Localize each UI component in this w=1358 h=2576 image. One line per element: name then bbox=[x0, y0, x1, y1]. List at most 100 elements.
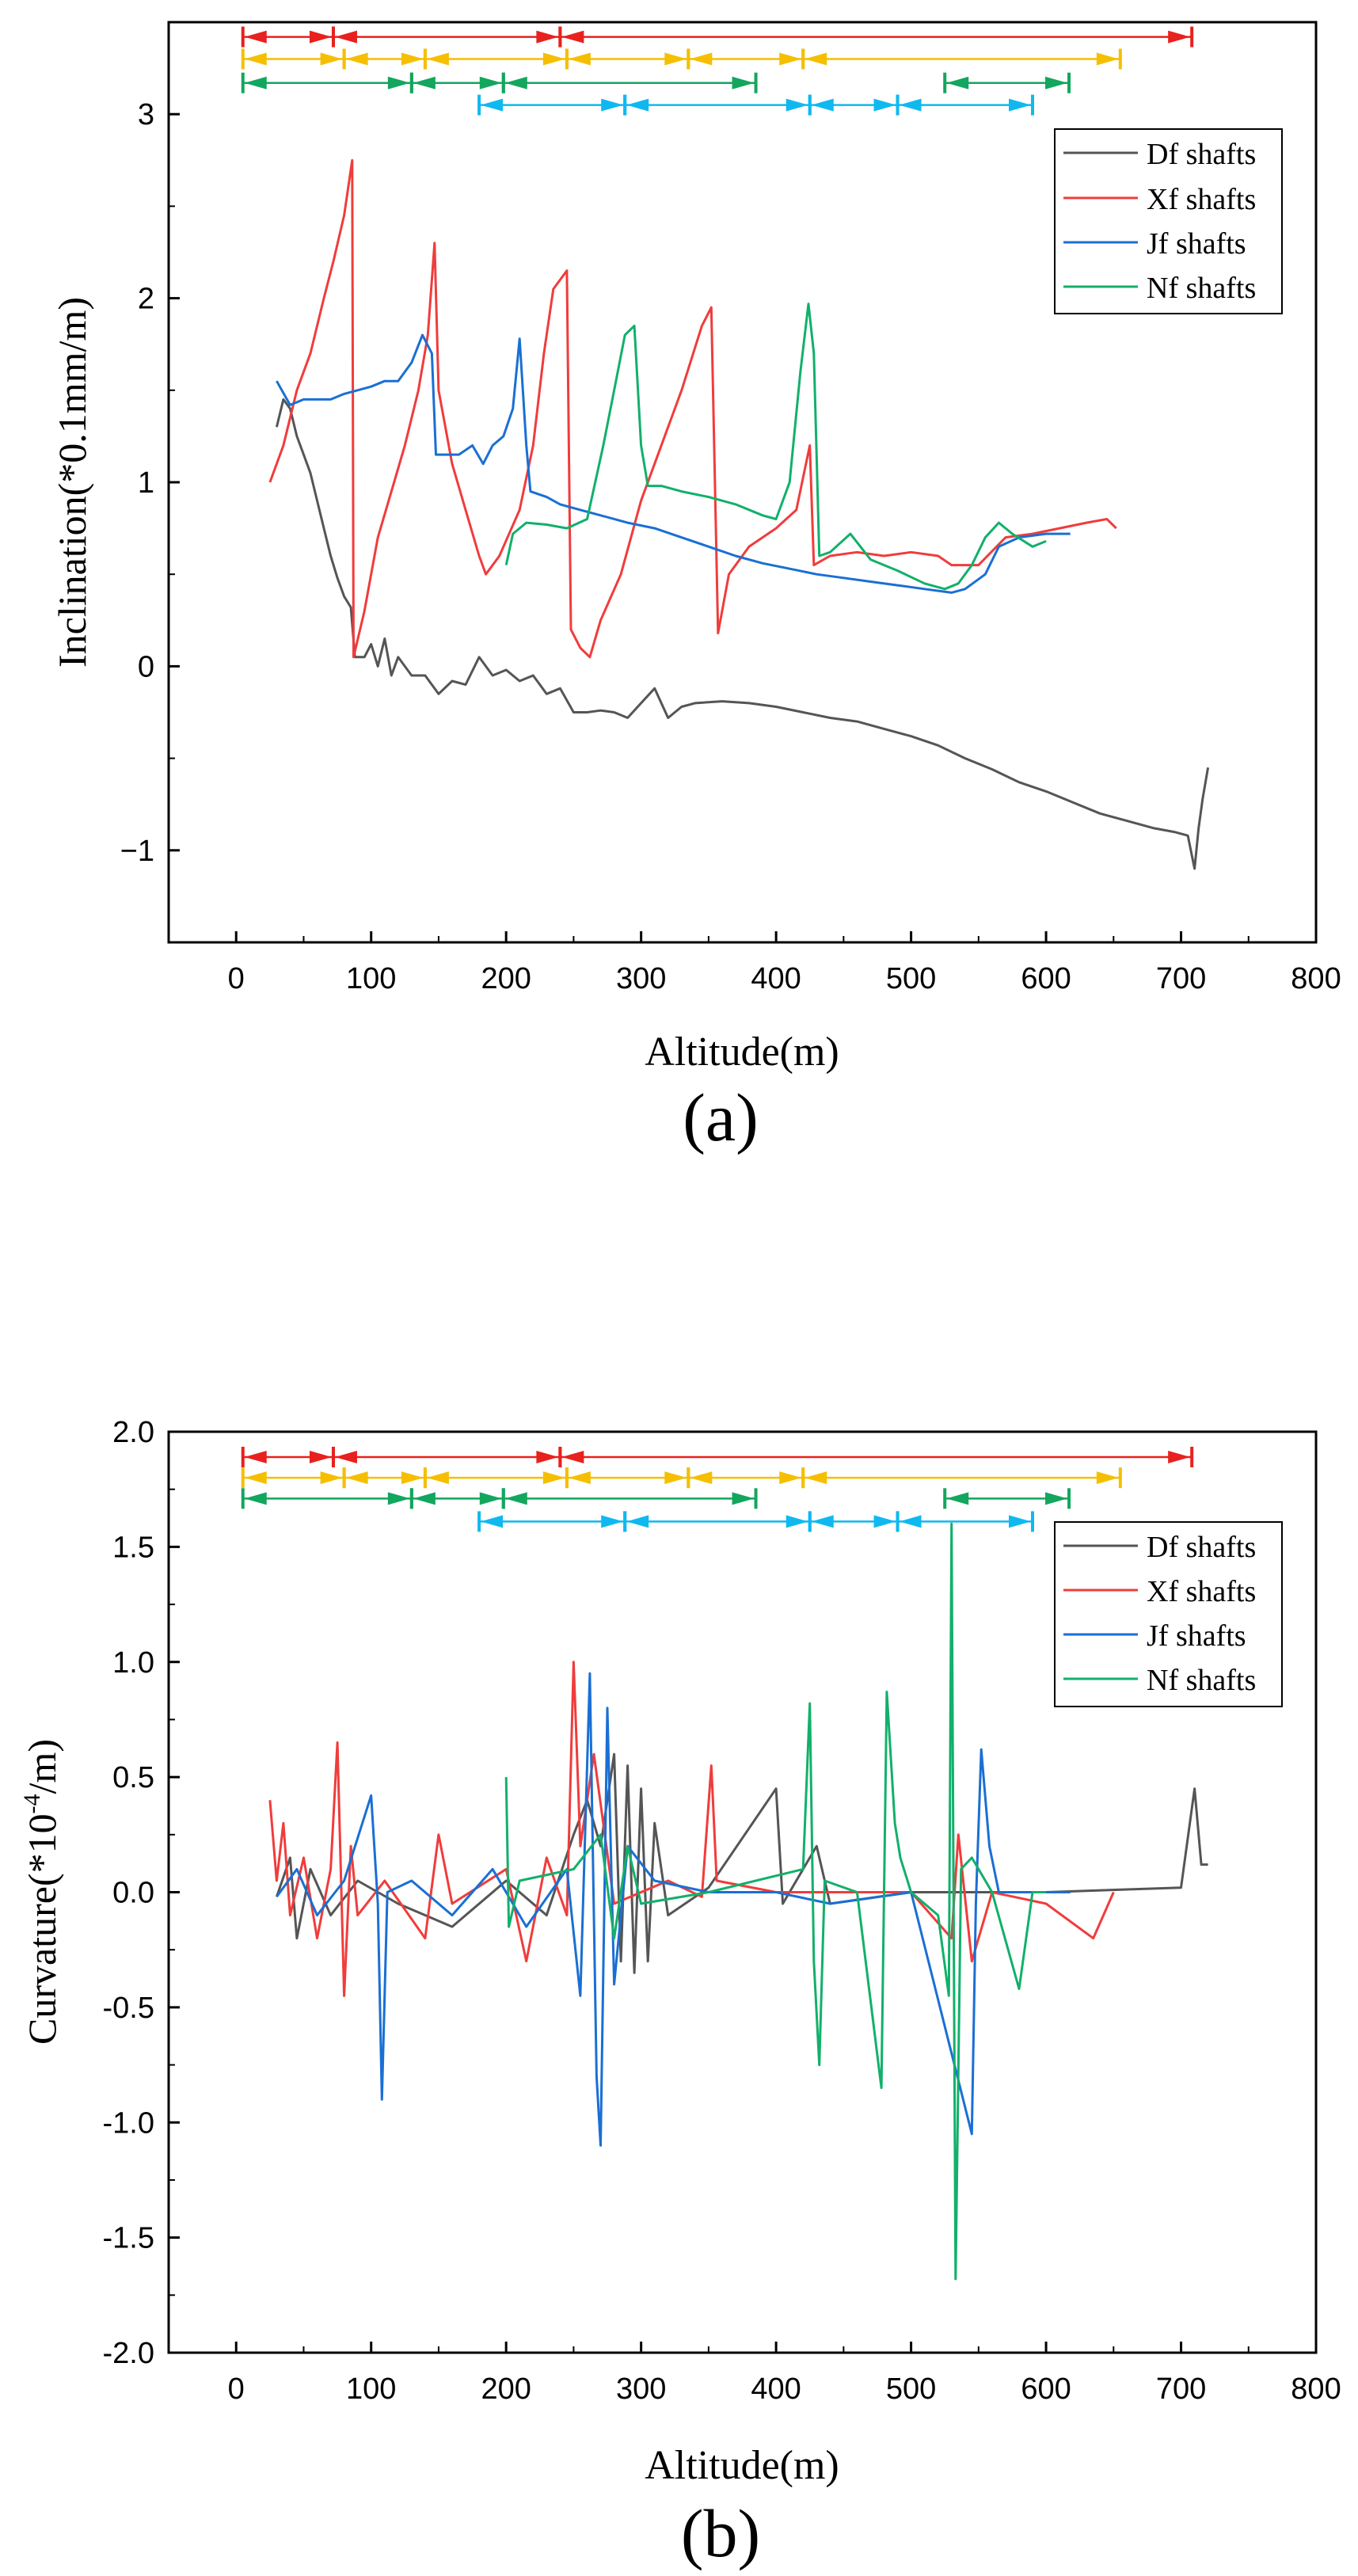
range-segment-a-2-1 bbox=[409, 72, 505, 93]
range-segment-b-1-3 bbox=[565, 1467, 690, 1489]
range-segment-b-1-0 bbox=[241, 1467, 346, 1489]
range-segment-b-0-0 bbox=[241, 1446, 335, 1467]
x-tick-label-b-7: 700 bbox=[1156, 2372, 1206, 2406]
legend-box-a bbox=[1054, 128, 1283, 314]
y-tick-label-b-3: -0.5 bbox=[103, 1992, 154, 2025]
range-segment-a-0-1 bbox=[331, 26, 562, 48]
x-axis-label-a: Altitude(m) bbox=[645, 1029, 839, 1075]
legend-b: Df shafts Xf shafts Jf shafts Nf shafts bbox=[1054, 1521, 1283, 1707]
x-tick-label-b-5: 500 bbox=[886, 2372, 936, 2406]
chart-a: 0 100 200 300 400 500 600 700 800 −1 0 1 2 3 Df shaft… bbox=[50, 21, 1341, 1155]
x-tick-label-a-7: 700 bbox=[1156, 962, 1206, 995]
range-segment-a-3-0 bbox=[477, 94, 627, 116]
range-segment-a-2-0 bbox=[241, 72, 413, 93]
y-tick-label-b-2: -1.0 bbox=[103, 2106, 154, 2140]
range-segment-b-2-1 bbox=[409, 1488, 505, 1509]
range-segment-b-2-3 bbox=[943, 1488, 1071, 1509]
legend-label-jf: Jf shafts bbox=[1147, 227, 1246, 261]
ticks-b: 0 100 200 300 400 500 600 700 800 -2.0 -1.5 -1.0 -0.… bbox=[103, 1416, 1341, 2406]
series-a bbox=[268, 158, 1210, 870]
range-segment-a-3-3 bbox=[896, 94, 1035, 116]
series-line-a-1 bbox=[268, 158, 1117, 659]
panel-label-a: (a) bbox=[683, 1079, 758, 1155]
legend-label-df: Df shafts bbox=[1147, 138, 1256, 171]
legend-box-b bbox=[1054, 1521, 1283, 1707]
series-line-b-0 bbox=[275, 1752, 1208, 1974]
y-tick-label-a-1: 0 bbox=[138, 650, 154, 683]
range-segment-a-3-1 bbox=[623, 94, 812, 116]
x-tick-label-a-0: 0 bbox=[228, 962, 245, 995]
range-segment-b-1-2 bbox=[423, 1467, 569, 1489]
range-segment-a-1-0 bbox=[241, 48, 346, 70]
range-segment-a-1-4 bbox=[687, 48, 805, 70]
range-segment-b-3-0 bbox=[477, 1511, 627, 1532]
series-line-a-2 bbox=[276, 333, 1071, 594]
legend-label-df-b: Df shafts bbox=[1147, 1531, 1256, 1564]
legend-a: Df shafts Xf shafts Jf shafts Nf shafts bbox=[1054, 128, 1283, 314]
range-bars-b bbox=[241, 1446, 1194, 1532]
y-tick-label-b-6: 1.0 bbox=[112, 1646, 154, 1680]
series-line-a-3 bbox=[504, 302, 1047, 591]
range-segment-a-1-2 bbox=[423, 48, 569, 70]
range-segment-a-2-2 bbox=[501, 72, 758, 93]
y-axis-label-b-tail: /m) bbox=[20, 1739, 64, 1794]
range-segment-b-3-2 bbox=[808, 1511, 900, 1532]
range-bars-a bbox=[241, 26, 1194, 116]
y-tick-label-b-4: 0.0 bbox=[112, 1877, 154, 1910]
x-axis-label-b: Altitude(m) bbox=[645, 2443, 839, 2488]
x-tick-label-b-3: 300 bbox=[616, 2372, 666, 2406]
legend-label-jf-b: Jf shafts bbox=[1147, 1619, 1246, 1653]
range-segment-b-1-1 bbox=[342, 1467, 427, 1489]
y-tick-label-b-1: -1.5 bbox=[103, 2222, 154, 2255]
range-segment-b-2-0 bbox=[241, 1488, 413, 1509]
y-axis-label-b-sup: -4 bbox=[19, 1794, 45, 1813]
x-tick-label-a-2: 200 bbox=[481, 962, 531, 995]
range-segment-a-1-5 bbox=[801, 48, 1122, 70]
y-axis-label-b-main: Curvature(*10 bbox=[20, 1813, 64, 2045]
y-tick-label-a-2: 1 bbox=[138, 466, 154, 500]
range-segment-b-0-2 bbox=[558, 1446, 1194, 1467]
y-tick-label-b-8: 2.0 bbox=[112, 1416, 154, 1449]
x-tick-label-b-2: 200 bbox=[481, 2372, 531, 2406]
y-tick-label-a-3: 2 bbox=[138, 283, 154, 316]
legend-label-nf: Nf shafts bbox=[1147, 272, 1256, 305]
legend-label-xf-b: Xf shafts bbox=[1147, 1575, 1256, 1608]
y-tick-label-a-0: −1 bbox=[120, 835, 154, 868]
panel-label-b: (b) bbox=[681, 2495, 760, 2571]
x-tick-label-a-4: 400 bbox=[751, 962, 801, 995]
range-segment-b-3-1 bbox=[623, 1511, 812, 1532]
range-segment-b-2-2 bbox=[501, 1488, 758, 1509]
range-segment-b-3-3 bbox=[896, 1511, 1035, 1532]
y-axis-label-b: Curvature(*10-4/m) bbox=[19, 1739, 64, 2045]
range-segment-a-2-3 bbox=[943, 72, 1071, 93]
x-tick-label-b-6: 600 bbox=[1021, 2372, 1071, 2406]
y-tick-label-b-5: 0.5 bbox=[112, 1761, 154, 1794]
range-segment-a-0-2 bbox=[558, 26, 1194, 48]
x-tick-label-b-0: 0 bbox=[228, 2372, 245, 2406]
x-tick-label-b-4: 400 bbox=[751, 2372, 801, 2406]
x-tick-label-a-8: 800 bbox=[1291, 962, 1341, 995]
range-segment-b-1-4 bbox=[687, 1467, 805, 1489]
chart-b: 0 100 200 300 400 500 600 700 800 -2.0 -1.5 -1.0 -0.… bbox=[19, 1416, 1341, 2571]
y-axis-label-a: Inclination(*0.1mm/m) bbox=[50, 297, 94, 668]
series-line-b-2 bbox=[276, 1672, 1071, 2147]
legend-label-xf: Xf shafts bbox=[1147, 183, 1256, 216]
x-tick-label-a-1: 100 bbox=[346, 962, 396, 995]
range-segment-b-1-5 bbox=[801, 1467, 1122, 1489]
range-segment-a-3-2 bbox=[808, 94, 900, 116]
range-segment-a-1-1 bbox=[342, 48, 427, 70]
x-tick-label-b-8: 800 bbox=[1291, 2372, 1341, 2406]
x-tick-label-a-6: 600 bbox=[1021, 962, 1071, 995]
y-tick-label-b-0: -2.0 bbox=[103, 2337, 154, 2370]
y-tick-label-a-4: 3 bbox=[138, 98, 154, 131]
range-segment-b-0-1 bbox=[331, 1446, 562, 1467]
series-line-b-3 bbox=[504, 1522, 1047, 2281]
series-b bbox=[268, 1522, 1208, 2281]
range-segment-a-0-0 bbox=[241, 26, 335, 48]
x-tick-label-b-1: 100 bbox=[346, 2372, 396, 2406]
series-line-a-0 bbox=[275, 398, 1210, 870]
legend-label-nf-b: Nf shafts bbox=[1147, 1664, 1256, 1697]
range-segment-a-1-3 bbox=[565, 48, 690, 70]
y-tick-label-b-7: 1.5 bbox=[112, 1531, 154, 1564]
